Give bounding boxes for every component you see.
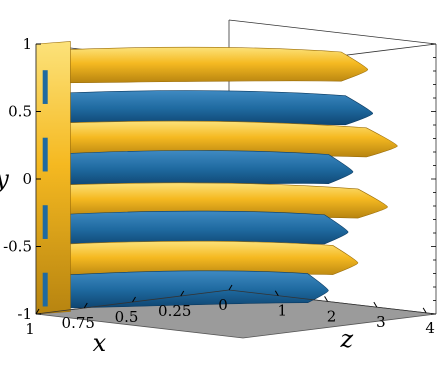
x-tick-label-4: 0 (218, 296, 228, 314)
z-tick-label-0: 1 (278, 302, 288, 320)
z-tick-3 (422, 307, 427, 314)
z-tick-label-1: 2 (327, 307, 337, 325)
y-tick-label-4: -1 (17, 305, 32, 323)
z-axis-title: z (340, 325, 354, 353)
streak-negative-3 (49, 150, 354, 188)
x-tick-label-1: 0.75 (62, 314, 95, 332)
y-tick-label-3: -0.5 (3, 238, 32, 256)
streak-negative-7 (49, 270, 329, 309)
x-tick-3 (180, 290, 185, 297)
streak-positive-0 (49, 46, 369, 84)
z-tick-2 (373, 301, 378, 308)
x-tick-2 (132, 296, 136, 303)
x-tick-1 (83, 302, 88, 309)
x-tick-label-2: 0.5 (115, 308, 139, 326)
y-tick-label-0: 1 (22, 35, 32, 53)
box-edge-top-front (228, 19, 437, 45)
z-tick-label-2: 3 (376, 313, 386, 331)
isosurface-streaks (35, 41, 398, 315)
z-axis-line (228, 289, 437, 315)
z-tick-label-3: 4 (425, 319, 435, 337)
x-tick-label-0: 1 (25, 320, 35, 338)
x-tick-4 (228, 284, 233, 291)
axis-lines (35, 43, 437, 315)
x-tick-0 (35, 308, 40, 315)
y-tick-label-1: 0.5 (8, 103, 32, 121)
x-axis-title: x (93, 329, 107, 357)
z-tick-0 (274, 290, 279, 296)
near-wall-slab (35, 41, 71, 315)
tick-labels: 10.50-0.5-11 0.75 0.5 0.25 0 1 2 3 4 (3, 35, 435, 338)
y-axis-title: y (0, 165, 9, 193)
streak-negative-1 (49, 90, 374, 127)
y-tick-label-2: 0 (22, 170, 32, 188)
z-tick-1 (324, 296, 329, 302)
x-tick-label-3: 0.25 (158, 302, 191, 320)
